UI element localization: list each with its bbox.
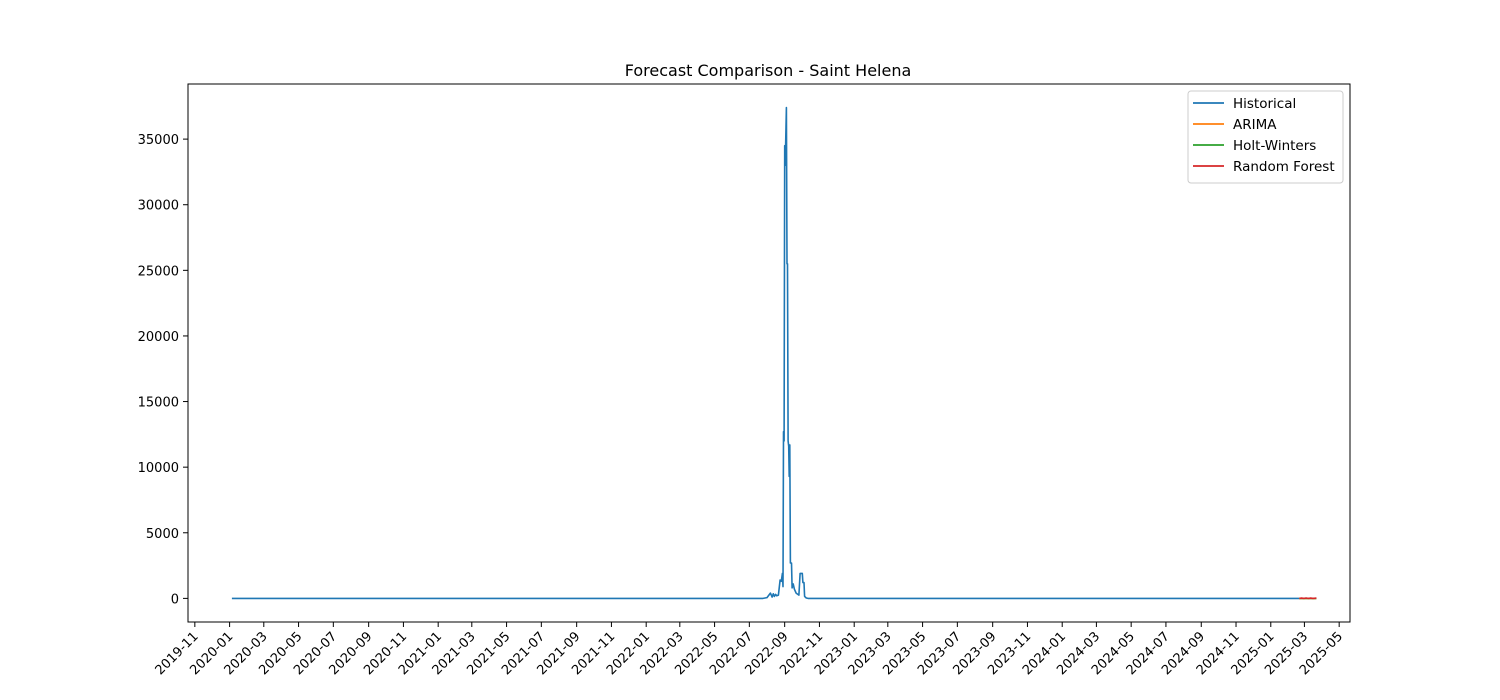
legend-label-holt-winters: Holt-Winters <box>1233 138 1316 154</box>
y-tick-label: 15000 <box>138 396 179 411</box>
y-tick-label: 35000 <box>138 133 179 148</box>
legend-label-arima: ARIMA <box>1233 117 1277 133</box>
chart-title: Forecast Comparison - Saint Helena <box>625 61 912 80</box>
y-tick-label: 30000 <box>138 199 179 214</box>
series-line-historical <box>231 106 1300 600</box>
y-axis: 0 5000 10000 15000 20000 25000 30000 35000 <box>138 133 188 607</box>
y-tick-label: 5000 <box>146 527 179 542</box>
legend: Historical ARIMA Holt-Winters Random Forest <box>1187 90 1344 184</box>
plot-frame <box>187 83 1351 623</box>
y-tick-label: 25000 <box>138 264 179 279</box>
legend-label-historical: Historical <box>1233 96 1296 112</box>
legend-box <box>1187 90 1344 184</box>
y-tick-label: 10000 <box>138 461 179 476</box>
legend-label-random-forest: Random Forest <box>1233 159 1335 175</box>
y-tick-label: 0 <box>171 592 179 607</box>
x-axis: 2019-112020-012020-032020-052020-072020-… <box>153 622 1346 678</box>
y-tick-label: 20000 <box>138 330 179 345</box>
plot-area <box>187 83 1351 623</box>
series-group <box>231 106 1317 600</box>
